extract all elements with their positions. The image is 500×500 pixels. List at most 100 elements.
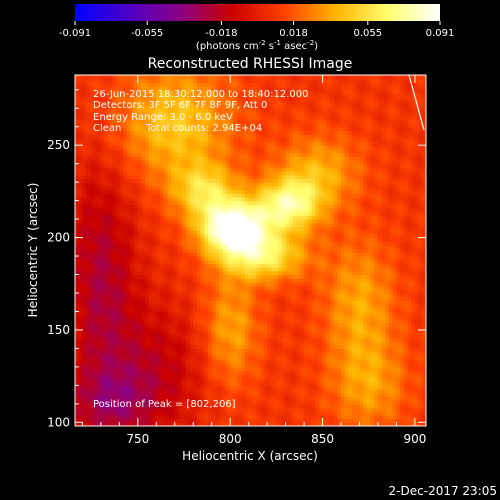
heatmap-cell [285, 274, 290, 279]
heatmap-cell [366, 407, 372, 412]
heatmap-cell [111, 414, 117, 420]
heatmap-cell [78, 252, 83, 257]
heatmap-cell [174, 403, 180, 409]
heatmap-cell [403, 296, 409, 301]
heatmap-cell [219, 341, 224, 346]
heatmap-cell [322, 252, 327, 257]
heatmap-cell [363, 274, 368, 279]
heatmap-cell [252, 315, 257, 320]
heatmap-cell [200, 422, 205, 426]
heatmap-cell [82, 385, 87, 390]
heatmap-cell [274, 385, 279, 390]
heatmap-cell [267, 278, 272, 283]
heatmap-cell [208, 344, 213, 350]
heatmap-cell [156, 281, 161, 287]
heatmap-cell [274, 233, 279, 239]
heatmap-cell [355, 366, 361, 372]
heatmap-cell [329, 411, 335, 416]
heatmap-cell [300, 237, 305, 242]
heatmap-cell [141, 315, 146, 320]
heatmap-cell [385, 333, 390, 338]
heatmap-cell [134, 244, 139, 250]
heatmap-cell [366, 289, 372, 294]
heatmap-cell [311, 267, 316, 272]
heatmap-cell [389, 304, 394, 309]
heatmap-cell [193, 259, 198, 265]
heatmap-cell [152, 385, 157, 390]
heatmap-cell [296, 311, 301, 316]
heatmap-cell [145, 422, 150, 426]
heatmap-cell [315, 414, 320, 420]
heatmap-cell [193, 418, 198, 423]
heatmap-cell [156, 237, 161, 242]
heatmap-cell [241, 359, 246, 364]
heatmap-cell [134, 237, 139, 242]
heatmap-cell [326, 270, 331, 276]
heatmap-cell [156, 252, 161, 257]
heatmap-cell [163, 292, 168, 298]
heatmap-cell [311, 381, 316, 386]
heatmap-cell [263, 363, 268, 368]
heatmap-cell [352, 233, 357, 239]
heatmap-cell [185, 318, 191, 324]
heatmap-cell [178, 278, 183, 283]
heatmap-cell [182, 259, 187, 265]
heatmap-cell [156, 292, 161, 298]
heatmap-cell [111, 329, 117, 335]
heatmap-cell [311, 281, 316, 287]
heatmap-cell [359, 307, 364, 313]
heatmap-cell [126, 259, 132, 265]
heatmap-cell [134, 300, 139, 305]
heatmap-cell [285, 267, 290, 272]
heatmap-cell [278, 237, 283, 242]
heatmap-cell [270, 289, 276, 294]
heatmap-cell [156, 244, 161, 250]
heatmap-cell [322, 289, 327, 294]
heatmap-cell [304, 292, 309, 298]
heatmap-cell [304, 370, 309, 375]
heatmap-cell [145, 256, 150, 261]
heatmap-cell [185, 329, 191, 335]
heatmap-cell [396, 400, 401, 405]
heatmap-cell [403, 259, 409, 265]
heatmap-cell [89, 348, 95, 353]
heatmap-cell [370, 267, 375, 272]
heatmap-cell [159, 341, 165, 346]
heatmap-cell [174, 307, 180, 313]
heatmap-cell [396, 422, 401, 426]
heatmap-cell [215, 389, 220, 394]
heatmap-cell [248, 370, 253, 375]
heatmap-cell [97, 348, 102, 353]
heatmap-cell [104, 344, 109, 350]
heatmap-cell [278, 337, 283, 342]
heatmap-cell [403, 241, 409, 246]
heatmap-cell [130, 418, 135, 423]
heatmap-cell [396, 281, 401, 287]
heatmap-cell [374, 348, 379, 353]
heatmap-cell [381, 370, 386, 375]
heatmap-cell [208, 396, 213, 401]
heatmap-cell [322, 374, 327, 379]
heatmap-cell [104, 385, 109, 390]
heatmap-cell [233, 374, 239, 379]
heatmap-cell [270, 418, 276, 423]
heatmap-cell [414, 407, 420, 412]
heatmap-cell [385, 344, 390, 350]
heatmap-cell [341, 389, 346, 394]
heatmap-cell [100, 318, 106, 324]
heatmap-cell [263, 337, 268, 342]
heatmap-cell [304, 322, 309, 327]
heatmap-cell [178, 281, 183, 287]
heatmap-cell [204, 322, 209, 327]
heatmap-cell [185, 326, 191, 331]
heatmap-cell [182, 366, 187, 372]
heatmap-cell [329, 400, 335, 405]
heatmap-cell [407, 333, 412, 338]
heatmap-cell [167, 267, 172, 272]
heatmap-cell [244, 248, 250, 253]
heatmap-cell [248, 363, 253, 368]
heatmap-cell [130, 403, 135, 409]
heatmap-cell [352, 326, 357, 331]
heatmap-cell [348, 385, 353, 390]
heatmap-cell [97, 315, 102, 320]
